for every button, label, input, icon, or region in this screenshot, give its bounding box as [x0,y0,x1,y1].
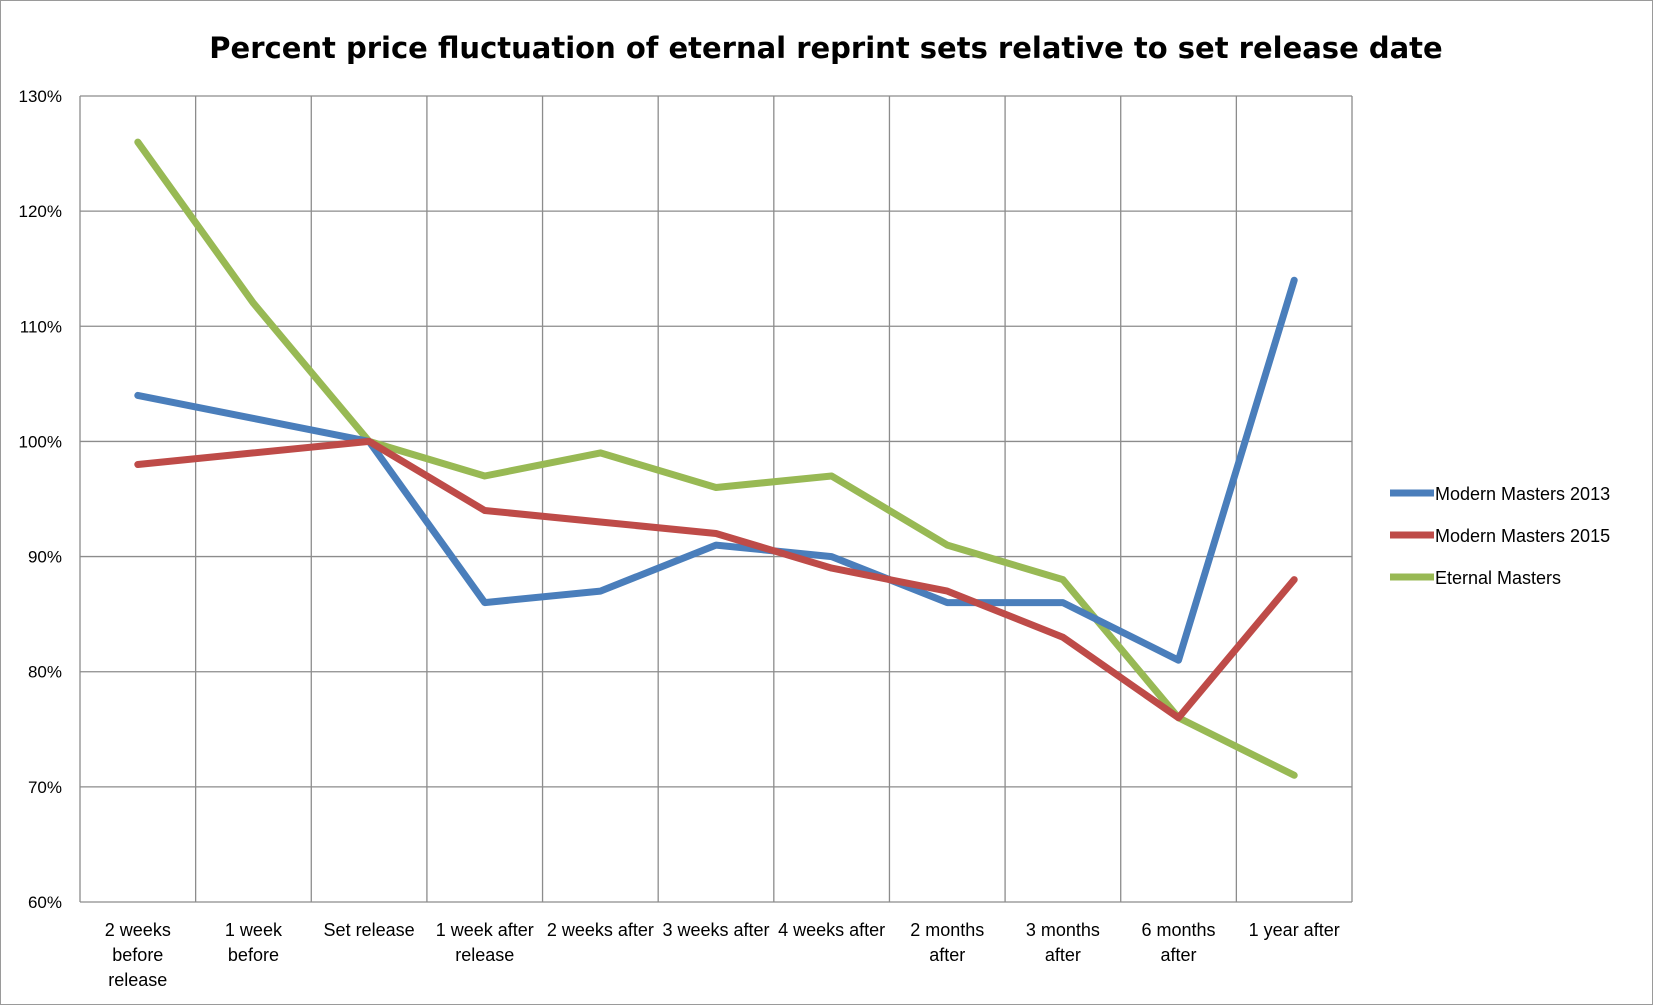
legend-label: Modern Masters 2015 [1435,526,1610,546]
series-lines [134,138,1298,779]
series-line-modern-masters-2015 [134,437,1298,722]
y-tick-label: 70% [28,778,62,797]
x-tick-label: 1 week after release [436,920,534,965]
y-tick-label: 120% [19,202,62,221]
x-tick-label: 6 months after [1142,920,1216,965]
y-tick-label: 90% [28,548,62,567]
chart-title: Percent price fluctuation of eternal rep… [209,31,1442,65]
y-tick-label: 80% [28,663,62,682]
y-tick-label: 100% [19,432,62,451]
x-tick-label: 3 months after [1026,920,1100,965]
x-tick-label: 3 weeks after [662,920,769,940]
x-tick-label: 4 weeks after [778,920,885,940]
x-axis-ticks: 2 weeks before release 1 week before Set rele… [105,920,1340,990]
x-tick-label: 2 months after [910,920,984,965]
grid [79,95,1353,903]
x-tick-label: 1 week before [225,920,283,965]
series-line-modern-masters-2013 [134,276,1298,664]
legend-label: Eternal Masters [1435,568,1561,588]
y-tick-label: 130% [19,87,62,106]
x-tick-label: 1 year after [1249,920,1340,940]
x-tick-label: 2 weeks before release [105,920,171,990]
x-tick-label: Set release [324,920,415,940]
legend: Modern Masters 2013 Modern Masters 2015 Et… [1390,484,1610,588]
y-tick-label: 110% [20,317,62,336]
legend-label: Modern Masters 2013 [1435,484,1610,504]
y-tick-label: 60% [28,893,62,912]
x-tick-label: 2 weeks after [547,920,654,940]
y-axis-ticks: 60% 70% 80% 90% 100% 110% 120% 130% [19,87,62,912]
